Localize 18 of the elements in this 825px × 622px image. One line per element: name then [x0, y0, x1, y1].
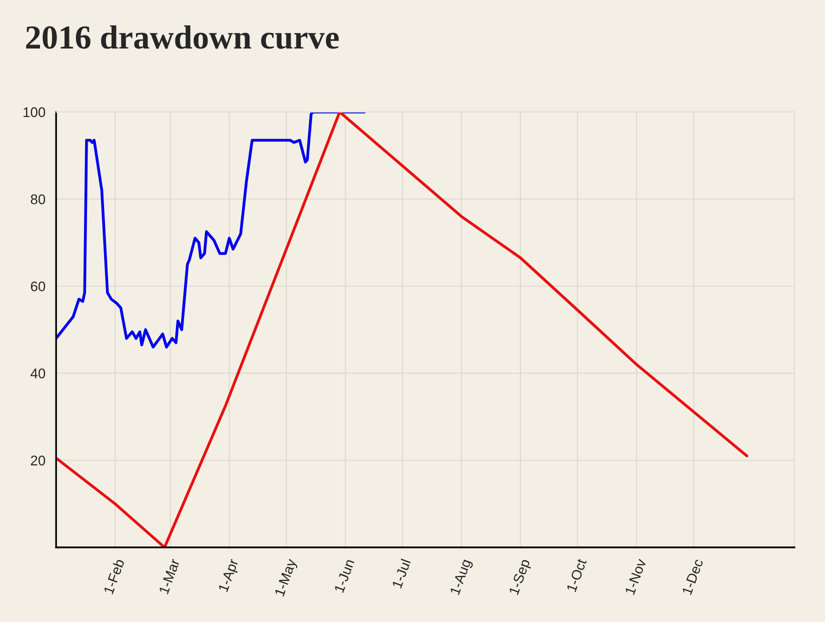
y-tick-label: 20: [30, 456, 46, 466]
x-tick-label: 1-Aug: [450, 558, 474, 596]
y-tick-label: 100: [24, 107, 46, 118]
x-tick-label: 1-Apr: [218, 558, 242, 594]
y-tick-label: 80: [30, 194, 46, 204]
x-tick-label: 1-Jul: [392, 558, 411, 589]
x-tick-label: 1-Sep: [508, 558, 533, 596]
chart-title: 2016 drawdown curve: [26, 25, 339, 49]
x-tick-label: 1-Oct: [566, 558, 587, 592]
x-tick-label: 1-Feb: [103, 558, 125, 594]
x-tick-label: 1-Jun: [334, 558, 354, 593]
x-tick-label: 1-Mar: [158, 558, 180, 594]
y-tick-label: 60: [30, 281, 46, 292]
x-tick-label: 1-May: [274, 558, 300, 598]
y-tick-label: 40: [30, 368, 46, 378]
line-series: [56, 112, 366, 348]
x-tick-label: 1-Dec: [682, 558, 704, 596]
x-tick-label: 1-Nov: [624, 558, 646, 596]
